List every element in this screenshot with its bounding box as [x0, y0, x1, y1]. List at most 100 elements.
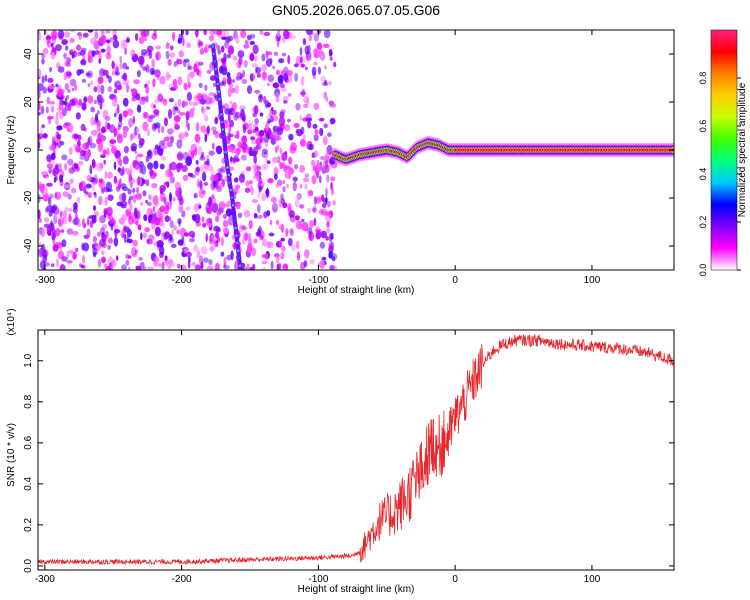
noise-blob — [235, 158, 240, 163]
noise-blob — [281, 267, 287, 270]
noise-blob — [278, 262, 282, 270]
noise-blob — [209, 97, 215, 104]
noise-blob — [119, 157, 122, 166]
noise-blob — [239, 112, 246, 120]
noise-blob — [243, 209, 251, 218]
noise-blob — [50, 52, 56, 60]
noise-blob — [128, 117, 134, 128]
noise-blob — [280, 252, 285, 260]
noise-blob — [77, 134, 82, 141]
noise-blob — [312, 207, 317, 213]
noise-blob — [168, 128, 176, 133]
noise-blob — [102, 69, 109, 76]
noise-blob — [189, 99, 192, 107]
noise-blob — [138, 143, 143, 149]
noise-blob — [82, 32, 89, 38]
noise-blob — [324, 211, 331, 216]
noise-blob — [220, 251, 225, 257]
noise-blob — [75, 112, 81, 120]
noise-blob — [257, 214, 263, 219]
noise-blob — [171, 229, 175, 236]
noise-blob — [221, 236, 224, 247]
noise-blob — [275, 182, 279, 188]
noise-blob — [313, 134, 319, 142]
colorbar-tick-label: 0.2 — [698, 216, 708, 229]
noise-blob — [273, 173, 278, 180]
noise-blob — [78, 32, 82, 41]
noise-blob — [128, 174, 133, 182]
noise-blob — [130, 142, 138, 152]
noise-blob — [266, 113, 272, 121]
noise-blob — [58, 216, 65, 226]
noise-blob — [106, 171, 113, 179]
noise-blob — [331, 186, 334, 196]
noise-blob — [142, 111, 149, 119]
noise-blob — [157, 93, 164, 102]
noise-blob — [216, 30, 222, 36]
noise-blob — [64, 82, 70, 91]
noise-blob — [146, 80, 151, 85]
noise-blob — [283, 30, 290, 40]
noise-blob — [237, 212, 243, 219]
noise-blob — [317, 66, 322, 75]
snr-y-tick-label: 0.2 — [23, 517, 34, 531]
noise-blob — [175, 187, 180, 197]
noise-blob — [100, 84, 105, 95]
spectrogram-x-tick-label: -200 — [172, 275, 192, 286]
noise-blob — [49, 66, 52, 73]
noise-blob — [258, 185, 262, 193]
noise-blob — [251, 199, 258, 203]
noise-blob — [277, 74, 284, 84]
noise-blob — [121, 192, 127, 203]
noise-blob — [139, 62, 144, 68]
noise-blob — [154, 226, 161, 237]
noise-blob — [326, 144, 333, 155]
snr-y-tick-label: 1.0 — [23, 353, 34, 367]
noise-blob — [329, 103, 337, 108]
noise-blob — [84, 155, 90, 162]
noise-blob — [294, 63, 299, 68]
noise-blob — [261, 64, 267, 72]
noise-blob — [248, 219, 253, 230]
noise-blob — [156, 241, 160, 248]
noise-blob — [221, 57, 226, 64]
noise-blob — [281, 52, 287, 57]
snr-y-tick-label: 0.0 — [23, 559, 34, 573]
noise-blob — [300, 126, 305, 135]
noise-blob — [325, 235, 329, 241]
noise-blob — [158, 217, 164, 227]
noise-blob — [124, 167, 130, 172]
noise-blob — [278, 58, 285, 64]
noise-blob — [132, 253, 138, 258]
noise-blob — [245, 166, 252, 172]
noise-blob — [41, 75, 45, 84]
noise-blob — [271, 107, 274, 112]
noise-blob — [48, 85, 55, 90]
noise-blob — [324, 159, 328, 170]
colorbar-label: Normalized spectral amplitude — [737, 82, 748, 217]
noise-blob — [227, 35, 234, 42]
noise-blob — [52, 244, 59, 252]
noise-blob — [252, 112, 257, 118]
noise-blob — [311, 159, 316, 167]
noise-blob — [249, 41, 255, 45]
noise-blob — [273, 51, 279, 57]
noise-blob — [186, 91, 192, 102]
noise-blob — [161, 261, 165, 270]
noise-blob — [325, 196, 328, 205]
noise-blob — [106, 39, 111, 44]
noise-blob — [96, 94, 103, 103]
noise-blob — [169, 192, 172, 202]
noise-blob — [38, 209, 41, 220]
noise-blob — [48, 210, 53, 217]
noise-blob — [137, 133, 141, 140]
noise-blob — [68, 147, 73, 155]
noise-blob — [47, 77, 54, 83]
noise-blob — [287, 54, 291, 65]
noise-blob — [310, 30, 314, 36]
noise-blob — [135, 193, 142, 200]
noise-blob — [299, 91, 307, 96]
noise-blob — [50, 105, 55, 113]
spectrogram-y-tick-label: -20 — [23, 190, 34, 205]
noise-blob — [319, 127, 324, 137]
